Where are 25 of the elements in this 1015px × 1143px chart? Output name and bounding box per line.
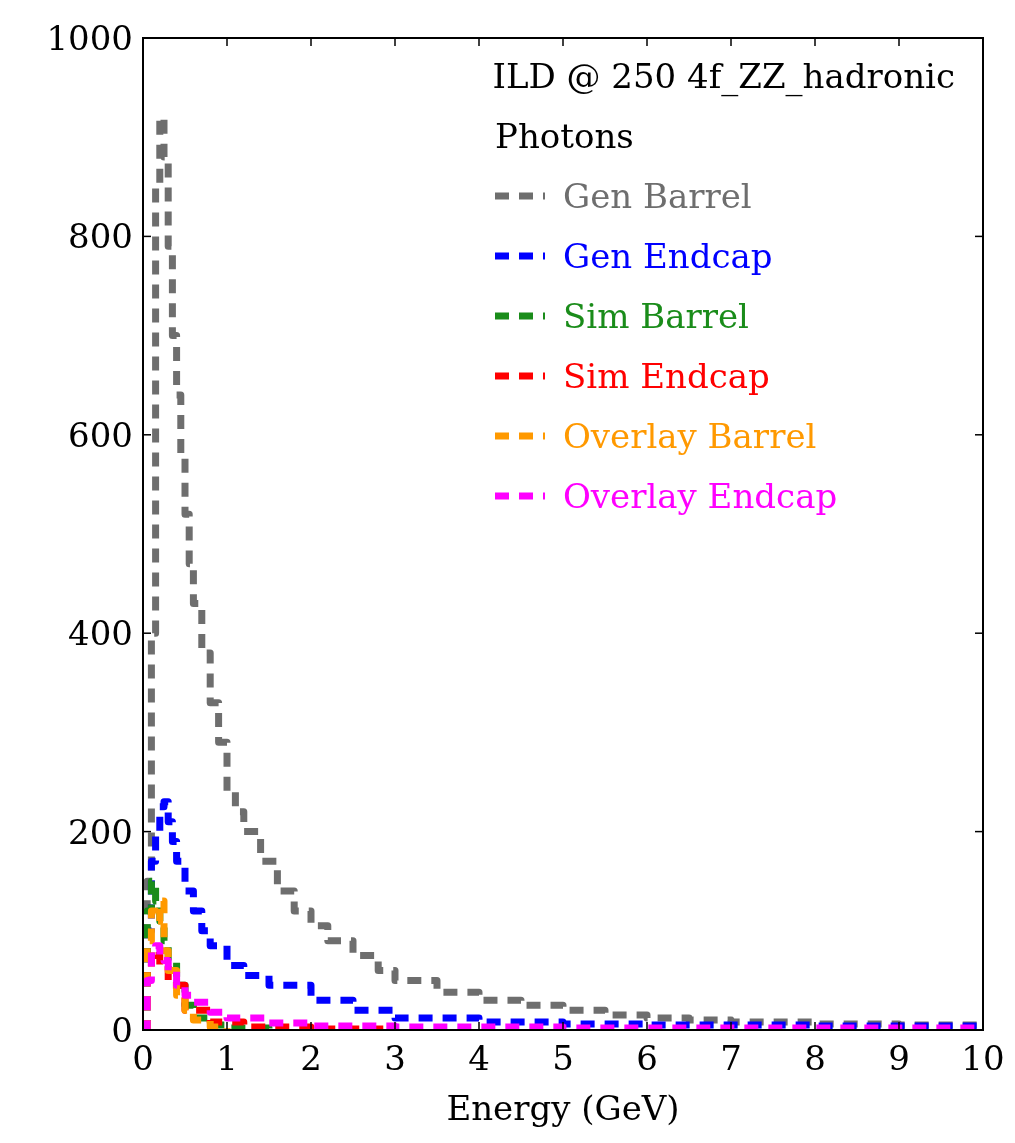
x-tick-label: 1 <box>216 1038 238 1078</box>
x-axis-title: Energy (GeV) <box>446 1088 680 1128</box>
x-tick-label: 2 <box>300 1038 322 1078</box>
legend-label: Gen Barrel <box>563 176 752 216</box>
legend-label: Overlay Barrel <box>563 416 817 456</box>
y-tick-label: 0 <box>111 1010 133 1050</box>
x-tick-label: 8 <box>804 1038 826 1078</box>
y-tick-label: 600 <box>68 414 133 455</box>
legend-label: Gen Endcap <box>563 236 773 276</box>
legend-label: Sim Endcap <box>563 356 770 396</box>
x-tick-label: 6 <box>636 1038 658 1078</box>
y-tick-label: 200 <box>68 811 133 852</box>
x-tick-label: 5 <box>552 1038 574 1078</box>
x-tick-label: 3 <box>384 1038 406 1078</box>
x-tick-label: 9 <box>888 1038 910 1078</box>
y-tick-label: 1000 <box>46 18 133 58</box>
x-tick-label: 7 <box>720 1038 742 1078</box>
y-tick-label: 800 <box>68 216 133 257</box>
legend-title: Photons <box>495 116 634 156</box>
x-tick-label: 4 <box>468 1038 490 1078</box>
y-tick-label: 400 <box>68 613 133 654</box>
legend-label: Sim Barrel <box>563 296 749 336</box>
legend-label: Overlay Endcap <box>563 476 838 516</box>
text: ILD @ 250 4f_ZZ_hadronic <box>492 56 955 97</box>
x-tick-label: 10 <box>961 1038 1005 1078</box>
